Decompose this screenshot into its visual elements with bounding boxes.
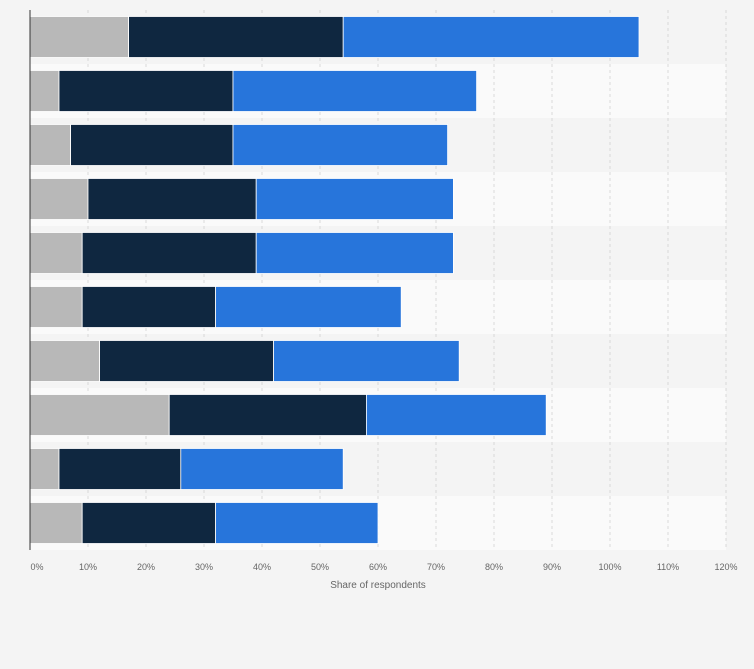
bar-segment-series-1 xyxy=(29,178,89,220)
bar-segment-series-2 xyxy=(87,178,257,220)
bar-segment-series-1 xyxy=(29,502,83,544)
bar-segment-series-3 xyxy=(365,394,547,436)
bar-segment-series-1 xyxy=(29,394,170,436)
bar-segment-series-3 xyxy=(180,448,344,490)
bar-segment-series-1 xyxy=(29,448,60,490)
bar-segment-series-3 xyxy=(342,16,640,58)
bar-segment-series-2 xyxy=(81,232,257,274)
bar-segment-series-1 xyxy=(29,286,83,328)
bar-segment-series-2 xyxy=(99,340,274,382)
bar-segment-series-3 xyxy=(255,178,454,220)
bar-segment-series-3 xyxy=(215,502,379,544)
x-tick-label: 50% xyxy=(311,562,329,572)
x-tick-label: 0% xyxy=(30,562,43,572)
bar-segment-series-1 xyxy=(29,232,83,274)
x-tick-label: 100% xyxy=(598,562,621,572)
bar-segment-series-2 xyxy=(168,394,367,436)
x-tick-label: 70% xyxy=(427,562,445,572)
x-axis-ticks: 0% 10% 20% 30% 40% 50% 60% 70% 80% 90% 100% 110% 120… xyxy=(30,562,737,572)
x-tick-label: 60% xyxy=(369,562,387,572)
x-tick-label: 80% xyxy=(485,562,503,572)
bar-segment-series-1 xyxy=(29,340,100,382)
x-tick-label: 110% xyxy=(657,562,679,572)
x-tick-label: 40% xyxy=(253,562,271,572)
bar-segment-series-3 xyxy=(232,124,449,166)
bar-segment-series-2 xyxy=(70,124,234,166)
bar-segment-series-3 xyxy=(232,70,478,112)
bar-segment-series-1 xyxy=(29,16,129,58)
x-tick-label: 120% xyxy=(714,562,737,572)
bar-segment-series-1 xyxy=(29,70,60,112)
x-axis-label: Share of respondents xyxy=(330,580,426,591)
bar-segment-series-3 xyxy=(215,286,402,328)
bar-segment-series-3 xyxy=(255,232,454,274)
x-tick-label: 20% xyxy=(137,562,155,572)
bar-segment-series-2 xyxy=(58,70,234,112)
x-tick-label: 90% xyxy=(543,562,561,572)
bars xyxy=(29,16,640,544)
x-tick-label: 10% xyxy=(79,562,97,572)
bar-segment-series-3 xyxy=(273,340,460,382)
bar-segment-series-1 xyxy=(29,124,71,166)
x-tick-label: 30% xyxy=(195,562,213,572)
bar-segment-series-2 xyxy=(81,502,216,544)
bar-segment-series-2 xyxy=(58,448,182,490)
bar-segment-series-2 xyxy=(128,16,344,58)
bar-segment-series-2 xyxy=(81,286,216,328)
